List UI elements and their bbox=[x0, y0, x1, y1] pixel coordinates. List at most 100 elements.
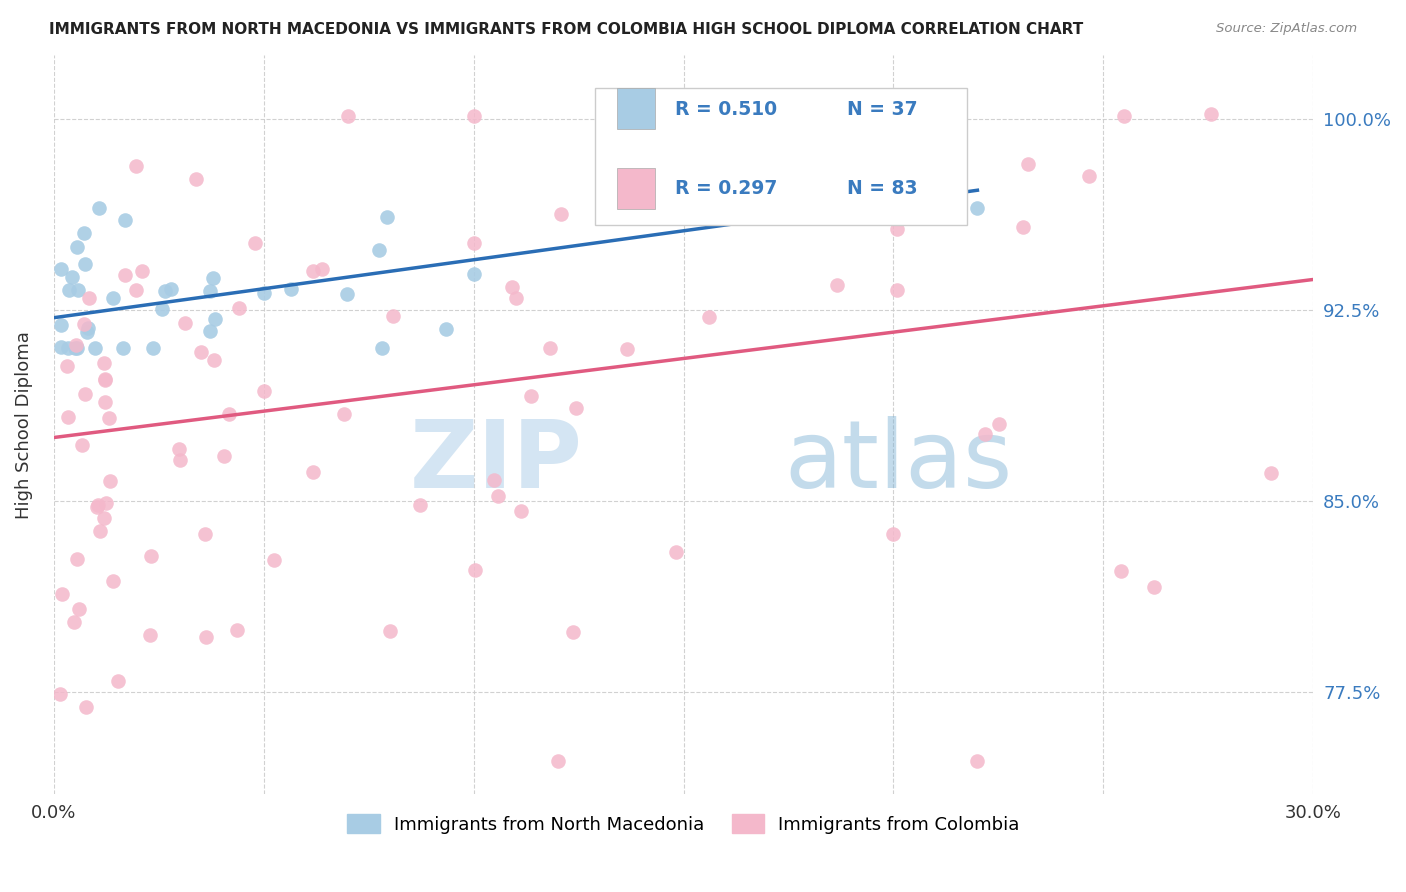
Point bbox=[501, 279, 523, 293]
Point bbox=[245, 236, 267, 251]
Point bbox=[336, 109, 359, 123]
Point bbox=[125, 160, 148, 174]
Point bbox=[200, 324, 222, 338]
Point bbox=[333, 407, 356, 421]
Point bbox=[72, 437, 94, 451]
Point bbox=[63, 341, 86, 355]
Point bbox=[882, 527, 904, 541]
Point bbox=[66, 341, 89, 355]
Text: R = 0.297: R = 0.297 bbox=[675, 179, 778, 198]
Point bbox=[505, 291, 527, 305]
Point bbox=[160, 282, 183, 296]
Point bbox=[114, 268, 136, 283]
Point bbox=[190, 345, 212, 359]
Point bbox=[56, 410, 79, 425]
Y-axis label: High School Diploma: High School Diploma bbox=[15, 331, 32, 518]
Point bbox=[311, 262, 333, 277]
Point bbox=[124, 283, 146, 297]
Point bbox=[651, 109, 673, 123]
Point bbox=[73, 317, 96, 331]
Point bbox=[463, 235, 485, 250]
Point bbox=[173, 316, 195, 330]
Text: IMMIGRANTS FROM NORTH MACEDONIA VS IMMIGRANTS FROM COLOMBIA HIGH SCHOOL DIPLOMA : IMMIGRANTS FROM NORTH MACEDONIA VS IMMIG… bbox=[49, 22, 1084, 37]
Point bbox=[212, 449, 235, 463]
FancyBboxPatch shape bbox=[617, 169, 655, 209]
Point bbox=[65, 338, 87, 352]
Point bbox=[86, 498, 108, 512]
Point bbox=[1017, 156, 1039, 170]
Point bbox=[195, 630, 218, 644]
Point bbox=[882, 117, 904, 131]
Text: R = 0.510: R = 0.510 bbox=[675, 100, 778, 119]
Point bbox=[194, 527, 217, 541]
Point bbox=[89, 524, 111, 539]
Point bbox=[98, 474, 121, 488]
Point bbox=[202, 271, 225, 285]
Point bbox=[75, 386, 97, 401]
Point bbox=[1109, 565, 1132, 579]
Point bbox=[280, 282, 302, 296]
Point bbox=[107, 673, 129, 688]
Text: N = 37: N = 37 bbox=[848, 100, 918, 119]
Point bbox=[778, 167, 800, 181]
Point bbox=[101, 291, 124, 305]
Point bbox=[510, 503, 533, 517]
Point bbox=[75, 700, 97, 714]
Point bbox=[520, 389, 543, 403]
Point bbox=[1201, 107, 1223, 121]
Point bbox=[336, 287, 359, 301]
Point bbox=[263, 553, 285, 567]
Point bbox=[382, 310, 405, 324]
Point bbox=[202, 352, 225, 367]
Point bbox=[378, 624, 401, 639]
Point bbox=[204, 312, 226, 326]
Point bbox=[93, 356, 115, 370]
Point bbox=[561, 625, 583, 640]
Point bbox=[699, 310, 721, 324]
Point bbox=[94, 394, 117, 409]
Point bbox=[1260, 466, 1282, 480]
Point bbox=[987, 417, 1010, 431]
Point bbox=[114, 213, 136, 227]
Point bbox=[56, 341, 79, 355]
Point bbox=[139, 549, 162, 563]
Point bbox=[86, 500, 108, 514]
Point bbox=[665, 544, 688, 558]
Point bbox=[51, 587, 73, 601]
Point bbox=[142, 341, 165, 355]
Point bbox=[886, 283, 908, 297]
Point bbox=[486, 489, 509, 503]
Point bbox=[63, 615, 86, 630]
FancyBboxPatch shape bbox=[595, 88, 967, 225]
Text: ZIP: ZIP bbox=[411, 416, 583, 508]
Point bbox=[49, 261, 72, 276]
Point bbox=[67, 601, 90, 615]
Point bbox=[75, 257, 97, 271]
Point bbox=[882, 109, 904, 123]
Point bbox=[463, 109, 485, 123]
Point bbox=[49, 687, 72, 701]
Point bbox=[98, 411, 121, 425]
FancyBboxPatch shape bbox=[617, 88, 655, 129]
Point bbox=[1011, 219, 1033, 234]
Point bbox=[482, 473, 505, 487]
Point bbox=[464, 563, 486, 577]
Point bbox=[302, 264, 325, 278]
Point bbox=[111, 341, 134, 355]
Point bbox=[253, 286, 276, 301]
Point bbox=[886, 222, 908, 236]
Point bbox=[49, 340, 72, 354]
Point bbox=[253, 384, 276, 398]
Point bbox=[167, 442, 190, 456]
Point bbox=[825, 278, 848, 293]
Point bbox=[49, 318, 72, 332]
Point bbox=[547, 754, 569, 768]
Point bbox=[87, 202, 110, 216]
Text: Source: ZipAtlas.com: Source: ZipAtlas.com bbox=[1216, 22, 1357, 36]
Point bbox=[1143, 580, 1166, 594]
Point bbox=[131, 263, 153, 277]
Point bbox=[55, 359, 77, 374]
Point bbox=[966, 201, 988, 215]
Point bbox=[94, 372, 117, 386]
Point bbox=[616, 343, 638, 357]
